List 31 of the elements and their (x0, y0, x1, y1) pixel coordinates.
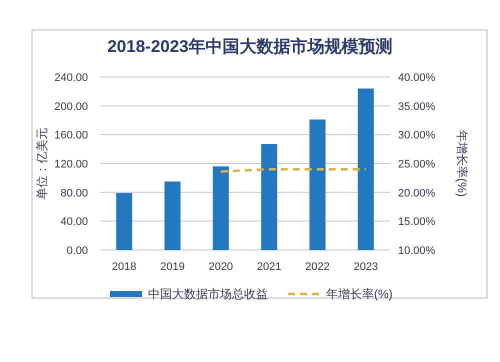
y-tick-label: 0.00 (66, 245, 88, 257)
y-tick-label: 160.00 (54, 130, 88, 142)
x-tick-label: 2023 (354, 261, 378, 273)
y-tick-label: 200.00 (54, 100, 88, 113)
bar (261, 144, 278, 250)
y2-tick-label: 20.00% (398, 187, 436, 200)
y2-tick-label: 15.00% (398, 216, 436, 228)
y-tick-label: 240.00 (54, 72, 88, 84)
bar (310, 120, 326, 250)
chart-title: 2018-2023年中国大数据市场规模预测 (107, 37, 393, 56)
y-tick-label: 120.00 (54, 158, 88, 170)
y2-tick-label: 25.00% (398, 158, 436, 170)
x-tick-label: 2019 (160, 261, 185, 273)
y-tick-label: 80.00 (60, 187, 88, 200)
bar (164, 182, 180, 250)
y2-tick-label: 40.00% (398, 72, 436, 84)
bar (358, 88, 374, 250)
y2-tick-label: 35.00% (398, 100, 436, 113)
x-tick-label: 2022 (305, 261, 330, 273)
y-axis-title: 单位：亿美元 (35, 128, 49, 200)
y2-tick-label: 10.00% (398, 245, 436, 257)
x-tick-label: 2020 (208, 261, 234, 273)
legend-label: 中国大数据市场总收益 (148, 287, 268, 301)
y-tick-label: 40.00 (60, 216, 88, 228)
bar (212, 166, 229, 250)
y2-tick-label: 30.00% (398, 130, 436, 142)
x-tick-label: 2018 (112, 261, 136, 273)
y2-axis-title: 年增长率(%) (455, 130, 469, 197)
bar (116, 193, 132, 250)
legend-label: 年增长率(%) (326, 287, 393, 301)
x-tick-label: 2021 (256, 261, 282, 273)
